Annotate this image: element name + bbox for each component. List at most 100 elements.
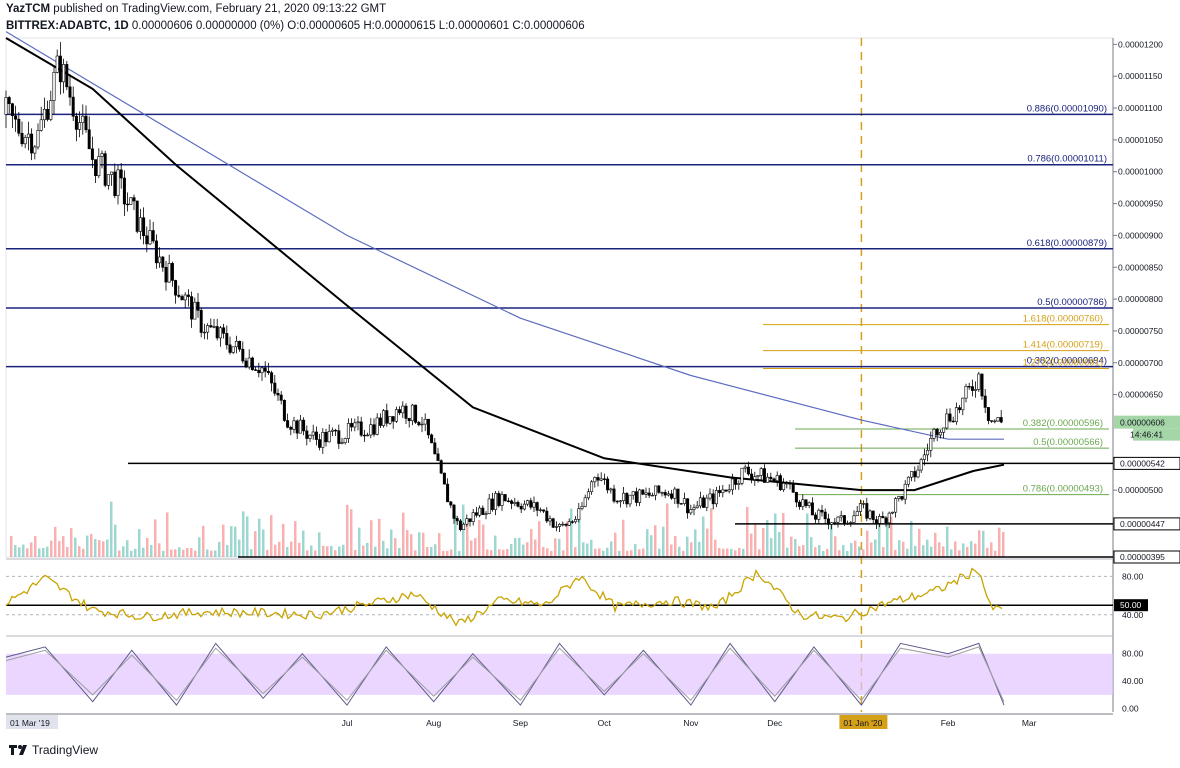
candle-body [145,235,149,245]
support-price-label: 0.00000542 [1120,458,1165,468]
candle-body [660,492,664,494]
candle-body [526,500,530,505]
volume-bar [318,532,321,557]
volume-bar [554,538,557,557]
volume-bar [922,545,925,557]
volume-bar [822,550,825,557]
candle-body [46,108,50,120]
volume-bar [986,547,989,557]
candle-body [391,416,395,422]
volume-bar [186,548,189,557]
volume-bar [34,535,37,557]
candle-body [897,496,901,499]
candle-body [170,263,174,281]
volume-bar [834,536,837,557]
volume-bar [542,546,545,557]
volume-bar [370,520,373,557]
candle-body [375,417,379,435]
volume-bar [494,535,497,557]
volume-bar [582,542,585,557]
candle-body [119,169,123,179]
candle-body [372,424,376,435]
fib-level-label: 0.5(0.00000786) [1037,297,1107,308]
volume-bar [502,549,505,557]
volume-bar [106,539,109,557]
y-tick-label: 0.00001050 [1118,135,1163,145]
candle-body [442,472,446,485]
volume-bar [810,537,813,557]
published-text: published on TradingView.com, February 2… [53,3,387,15]
candle-body [948,413,952,422]
candle-body [324,431,328,443]
volume-bar [26,548,29,557]
candle-body [452,504,456,519]
volume-bar [382,540,385,557]
volume-bar [522,544,525,557]
time-axis-label: Aug [426,718,441,728]
volume-bar [770,538,773,557]
candle-body [833,521,837,524]
volume-bar [454,515,457,557]
volume-bar [642,548,645,557]
candle-body [337,430,341,444]
volume-bar [86,535,89,557]
candle-body [410,404,414,422]
volume-bar [954,541,957,557]
symbol-name[interactable]: BITTREX:ADABTC, 1D [6,20,129,32]
volume-bar [758,549,761,557]
volume-bar [150,544,153,557]
volume-bar [878,517,881,557]
candle-body [158,256,162,264]
candle-body [142,217,146,237]
time-axis-label: Sep [513,718,528,728]
candle-body [135,200,139,232]
volume-bar [914,545,917,557]
volume-bar [50,540,53,557]
candle-body [884,517,888,524]
candle-body [996,417,1000,422]
candle-body [734,478,738,485]
candle-body [340,442,344,444]
candle-body [17,118,21,134]
candle-body [858,503,862,512]
candle-body [862,503,866,505]
candle-body [298,419,302,434]
volume-bar [90,533,93,557]
volume-bar [250,549,253,557]
candle-body [417,422,421,426]
volume-bar [418,532,421,557]
volume-bar [638,549,641,557]
candle-body [775,475,779,481]
candle-body [929,438,933,451]
y-tick-label: 0.00000750 [1118,326,1163,336]
candle-body [702,497,706,508]
time-axis-label: Jul [342,718,353,728]
volume-bar [290,541,293,557]
candle-body [823,511,827,520]
volume-bar [254,531,257,557]
time-axis-label: Feb [941,718,956,728]
y-tick-label: 0.00000950 [1118,199,1163,209]
brand-footer[interactable]: TradingView [8,743,98,757]
volume-bar [326,546,329,557]
volume-bar [838,550,841,557]
volume-bar [774,513,777,557]
candle-body [602,478,606,480]
candle-body [548,518,552,522]
candle-body [510,500,514,504]
candle-body [986,407,990,421]
candle-body [282,399,286,421]
candle-body [263,367,267,372]
candle-body [302,419,306,432]
author-name[interactable]: YazTCM [6,3,51,15]
brand-name: TradingView [32,743,99,757]
candle-body [401,405,405,414]
candle-body [148,230,152,245]
candle-body [471,512,475,522]
volume-bar [870,542,873,557]
candle-body [465,518,469,525]
fib-level-label: 0.786(0.00000493) [1023,484,1103,495]
volume-bar [690,542,693,557]
candle-body [878,516,882,524]
